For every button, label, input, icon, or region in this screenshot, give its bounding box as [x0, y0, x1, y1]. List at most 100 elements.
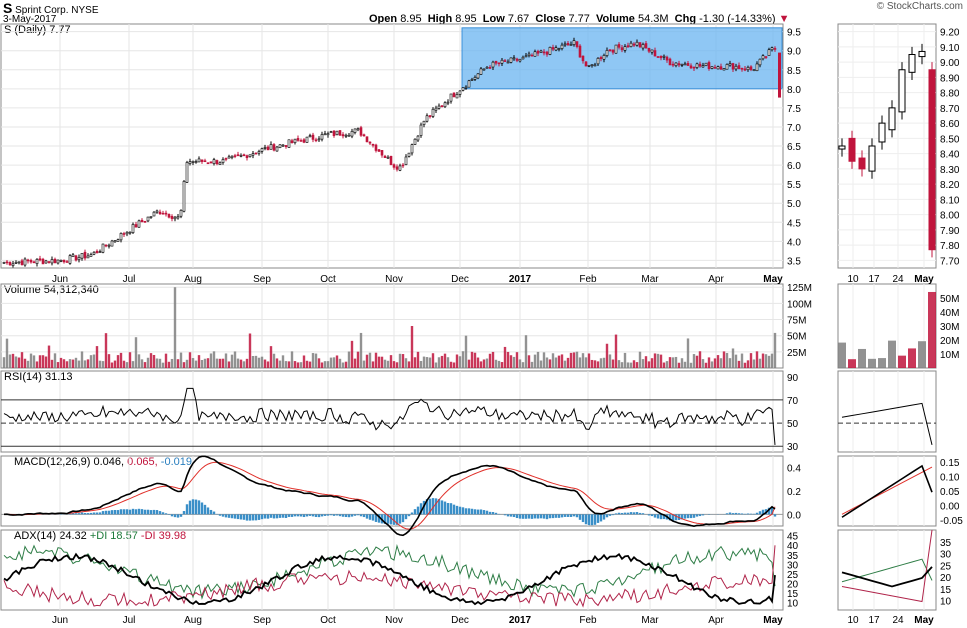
price-candle — [506, 61, 510, 64]
price-candle — [335, 130, 339, 136]
macd-histogram-bar — [353, 514, 357, 516]
macd-histogram-bar — [299, 514, 303, 517]
last-day-candle — [778, 52, 781, 98]
price-candle — [542, 51, 546, 54]
x-tick-label-bottom: Sep — [253, 615, 271, 626]
price-candle — [80, 253, 84, 259]
price-candle — [164, 212, 168, 215]
volume-bar — [755, 351, 759, 368]
price-candle — [170, 216, 174, 219]
volume-bar — [56, 362, 60, 368]
zoom-price-candle — [888, 107, 896, 131]
volume-bar — [74, 357, 78, 368]
macd-histogram-bar — [314, 514, 318, 517]
price-y-tick-label: 6.5 — [787, 142, 801, 153]
price-candle — [320, 134, 324, 140]
macd-histogram-bar — [128, 509, 132, 515]
macd-histogram-bar — [440, 500, 444, 515]
macd-histogram-bar — [605, 514, 609, 518]
volume-bar — [332, 357, 336, 368]
volume-bar — [683, 361, 687, 368]
volume-bar — [197, 355, 201, 368]
price-candle — [44, 260, 48, 264]
x-tick-label-price: Jul — [123, 274, 136, 285]
volume-bar — [161, 362, 165, 368]
price-candle — [95, 250, 99, 254]
macd-histogram-bar — [173, 514, 177, 518]
volume-bar — [98, 360, 102, 368]
price-candle — [242, 154, 246, 156]
volume-bar — [410, 326, 414, 368]
price-candle — [374, 144, 378, 151]
macd-histogram-bar — [731, 513, 735, 515]
macd-value-text: 0.046, — [93, 456, 125, 468]
volume-bar — [710, 361, 714, 368]
x-tick-label-price: Jun — [52, 274, 68, 285]
open-label: Open — [369, 13, 398, 25]
price-candle — [212, 159, 216, 164]
price-candle — [299, 140, 303, 142]
price-y-tick-label: 7.5 — [787, 104, 801, 115]
volume-bar — [743, 362, 747, 368]
macd-histogram-bar — [218, 514, 222, 516]
volume-bar — [647, 361, 651, 368]
volume-bar — [521, 362, 525, 368]
volume-bar — [581, 353, 585, 368]
chg-label: Chg — [674, 13, 697, 25]
volume-bar — [704, 362, 708, 368]
volume-bar — [116, 355, 120, 368]
price-candle — [338, 130, 342, 136]
volume-bar — [236, 358, 240, 368]
volume-bar — [146, 357, 150, 368]
macd-histogram-bar — [521, 514, 525, 519]
price-candle — [62, 259, 66, 263]
volume-bar — [200, 359, 204, 368]
price-candle — [602, 55, 606, 60]
macd-histogram-bar — [509, 514, 513, 517]
macd-histogram-bar — [116, 510, 120, 515]
zoom-adx-line — [841, 566, 933, 588]
volume-bar — [110, 362, 114, 368]
price-candle — [710, 66, 714, 69]
rsi-y-tick-label: 50 — [787, 419, 799, 430]
macd-histogram-bar — [551, 514, 555, 519]
open-value: 8.95 — [400, 13, 422, 25]
price-candle — [8, 262, 12, 266]
volume-bar — [158, 358, 162, 368]
volume-bar — [524, 335, 528, 368]
macd-histogram-bar — [446, 502, 450, 515]
volume-bar — [212, 351, 216, 368]
zoom-price-y-tick-label: 8.10 — [940, 195, 960, 206]
volume-bar — [467, 359, 471, 368]
volume-bar — [542, 352, 546, 368]
macd-histogram-bar — [752, 513, 756, 515]
volume-bar — [767, 355, 771, 368]
volume-bar — [602, 357, 606, 368]
macd-histogram-bar — [200, 502, 204, 515]
price-candle — [128, 231, 132, 234]
price-candle — [470, 79, 474, 81]
macd-histogram-bar — [578, 514, 582, 520]
volume-bar — [344, 361, 348, 368]
volume-bar — [395, 362, 399, 368]
price-candle — [398, 165, 402, 171]
price-candle — [437, 105, 441, 109]
price-candle — [668, 58, 672, 66]
price-candle — [155, 210, 159, 213]
price-candle — [74, 255, 78, 261]
macd-histogram-bar — [230, 514, 234, 519]
macd-histogram-bar — [443, 501, 447, 515]
adx-zoom-panel-frame — [837, 529, 937, 611]
macd-histogram-bar — [320, 514, 324, 517]
macd-histogram-bar — [386, 514, 390, 524]
price-candle — [659, 55, 663, 59]
volume-bar — [89, 355, 93, 368]
price-candle — [287, 139, 291, 148]
price-candle — [224, 158, 228, 160]
macd-histogram-bar — [263, 514, 267, 519]
volume-bar — [512, 356, 516, 368]
macd-histogram-bar — [470, 508, 474, 515]
macd-title-text: MACD(12,26,9) — [14, 456, 91, 468]
price-candle — [752, 69, 756, 71]
macd-histogram-bar — [296, 514, 300, 517]
